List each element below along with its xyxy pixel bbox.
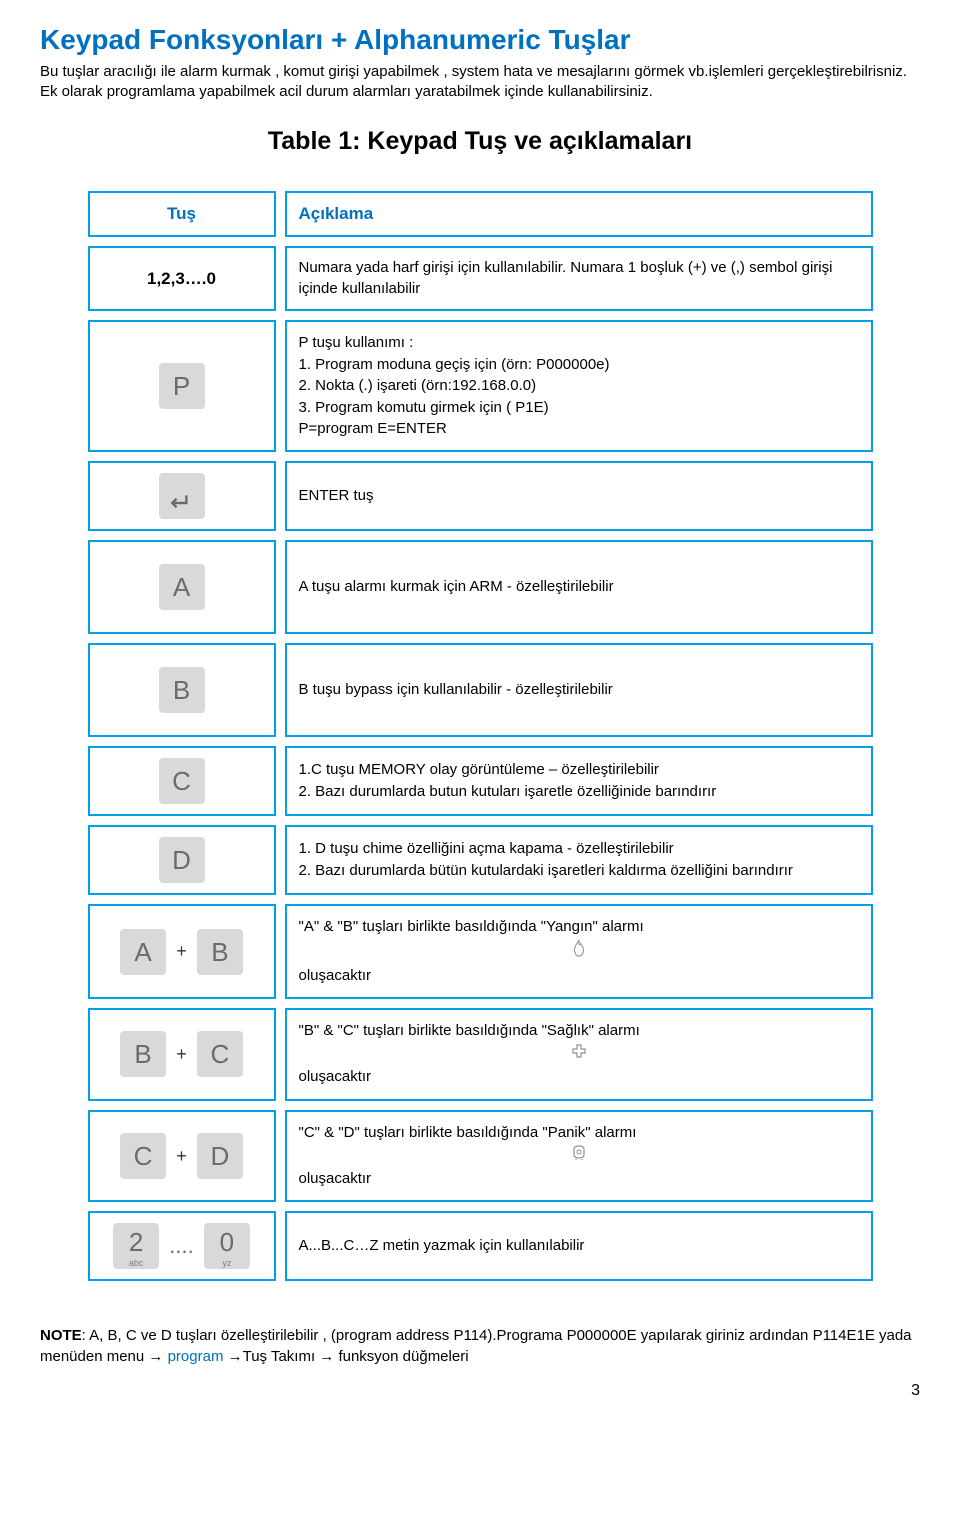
table-row: A + B "A" & "B" tuşları birlikte basıldı… [88, 904, 873, 999]
enter-icon [169, 490, 195, 516]
key-cell-bc: B + C [88, 1008, 276, 1101]
dots-icon: .... [169, 1233, 193, 1259]
key-main: 0 [220, 1227, 234, 1257]
key-main: 2 [129, 1227, 143, 1257]
desc-cell: B tuşu bypass için kullanılabilir - özel… [285, 643, 873, 737]
plus-icon: + [176, 1146, 187, 1167]
ab-line: "A" & "B" tuşları birlikte basıldığında … [299, 917, 859, 937]
key-cell-a: A [88, 540, 276, 634]
table-header-row: Tuş Açıklama [88, 191, 873, 238]
table-row: C 1.C tuşu MEMORY olay görüntüleme – öze… [88, 746, 873, 816]
key-button-d[interactable]: D [159, 837, 205, 883]
p-line1: 1. Program moduna geçiş için (örn: P0000… [299, 355, 859, 375]
desc-cell: "B" & "C" tuşları birlikte basıldığında … [285, 1008, 873, 1101]
table-row: A A tuşu alarmı kurmak için ARM - özelle… [88, 540, 873, 634]
cd-line: "C" & "D" tuşları birlikte basıldığında … [299, 1123, 859, 1143]
key-button-a[interactable]: A [159, 564, 205, 610]
desc-cell: 1. D tuşu chime özelliğini açma kapama -… [285, 825, 873, 895]
plus-icon: + [176, 941, 187, 962]
key-button-b2[interactable]: B [197, 929, 243, 975]
p-line3: 3. Program komutu girmek için ( P1E) [299, 398, 859, 418]
desc-cell: P tuşu kullanımı : 1. Program moduna geç… [285, 320, 873, 452]
key-button-b[interactable]: B [159, 667, 205, 713]
ab-end: oluşacaktır [299, 966, 859, 986]
c-line1: 1.C tuşu MEMORY olay görüntüleme – özell… [299, 760, 859, 780]
d-line1: 1. D tuşu chime özelliğini açma kapama -… [299, 839, 859, 859]
page-number: 3 [40, 1382, 920, 1400]
note-label: NOTE [40, 1327, 82, 1344]
key-cell-alpha: 2 abc .... 0 yz [88, 1211, 276, 1281]
p-title: P tuşu kullanımı : [299, 333, 859, 353]
key-cell-b: B [88, 643, 276, 737]
desc-cell: A...B...C…Z metin yazmak için kullanılab… [285, 1211, 873, 1281]
note-program-link: program [168, 1348, 224, 1365]
plus-icon: + [176, 1044, 187, 1065]
medical-icon [571, 1043, 587, 1065]
key-button-d2[interactable]: D [197, 1133, 243, 1179]
table-row: 1,2,3….0 Numara yada harf girişi için ku… [88, 246, 873, 311]
desc-cell: "A" & "B" tuşları birlikte basıldığında … [285, 904, 873, 999]
key-cell-enter [88, 461, 276, 531]
key-button-c2[interactable]: C [197, 1031, 243, 1077]
table-row: B B tuşu bypass için kullanılabilir - öz… [88, 643, 873, 737]
desc-cell: A tuşu alarmı kurmak için ARM - özelleşt… [285, 540, 873, 634]
table-row: C + D "C" & "D" tuşları birlikte basıldı… [88, 1110, 873, 1203]
key-button-2[interactable]: 2 abc [113, 1223, 159, 1269]
desc-cell: "C" & "D" tuşları birlikte basıldığında … [285, 1110, 873, 1203]
table-row: D 1. D tuşu chime özelliğini açma kapama… [88, 825, 873, 895]
key-button-c[interactable]: C [159, 758, 205, 804]
table-title: Table 1: Keypad Tuş ve açıklamaları [40, 127, 920, 156]
header-key: Tuş [88, 191, 276, 238]
key-cell-cd: C + D [88, 1110, 276, 1203]
key-cell-ab: A + B [88, 904, 276, 999]
keypad-table: Tuş Açıklama 1,2,3….0 Numara yada harf g… [79, 182, 882, 1291]
table-row: B + C "B" & "C" tuşları birlikte basıldı… [88, 1008, 873, 1101]
bc-line: "B" & "C" tuşları birlikte basıldığında … [299, 1021, 859, 1041]
key-cell-c: C [88, 746, 276, 816]
desc-cell: Numara yada harf girişi için kullanılabi… [285, 246, 873, 311]
key-button-p[interactable]: P [159, 363, 205, 409]
key-sub: abc [113, 1258, 159, 1268]
key-button-c3[interactable]: C [120, 1133, 166, 1179]
desc-cell: ENTER tuş [285, 461, 873, 531]
table-row: P P tuşu kullanımı : 1. Program moduna g… [88, 320, 873, 452]
header-desc: Açıklama [285, 191, 873, 238]
table-row: 2 abc .... 0 yz A...B...C…Z metin yazmak… [88, 1211, 873, 1281]
intro-text: Bu tuşlar aracılığı ile alarm kurmak , k… [40, 62, 920, 103]
table-row: ENTER tuş [88, 461, 873, 531]
d-line2: 2. Bazı durumlarda bütün kutulardaki işa… [299, 861, 859, 881]
key-button-b3[interactable]: B [120, 1031, 166, 1077]
c-line2: 2. Bazı durumlarda butun kutuları işaret… [299, 782, 859, 802]
panic-icon [571, 1145, 587, 1167]
cd-end: oluşacaktır [299, 1169, 859, 1189]
key-label: 1,2,3….0 [147, 269, 216, 288]
p-line2: 2. Nokta (.) işareti (örn:192.168.0.0) [299, 376, 859, 396]
key-cell-p: P [88, 320, 276, 452]
key-button-a2[interactable]: A [120, 929, 166, 975]
key-button-0[interactable]: 0 yz [204, 1223, 250, 1269]
key-cell-numbers: 1,2,3….0 [88, 246, 276, 311]
note-text2: →Tuş Takımı → funksyon düğmeleri [223, 1348, 468, 1365]
key-cell-d: D [88, 825, 276, 895]
bc-end: oluşacaktır [299, 1067, 859, 1087]
p-line4: P=program E=ENTER [299, 419, 859, 439]
note-paragraph: NOTE: A, B, C ve D tuşları özelleştirile… [40, 1326, 920, 1367]
key-sub: yz [204, 1258, 250, 1268]
page-title: Keypad Fonksyonları + Alphanumeric Tuşla… [40, 24, 920, 56]
key-button-enter[interactable] [159, 473, 205, 519]
desc-cell: 1.C tuşu MEMORY olay görüntüleme – özell… [285, 746, 873, 816]
fire-icon [571, 939, 587, 963]
